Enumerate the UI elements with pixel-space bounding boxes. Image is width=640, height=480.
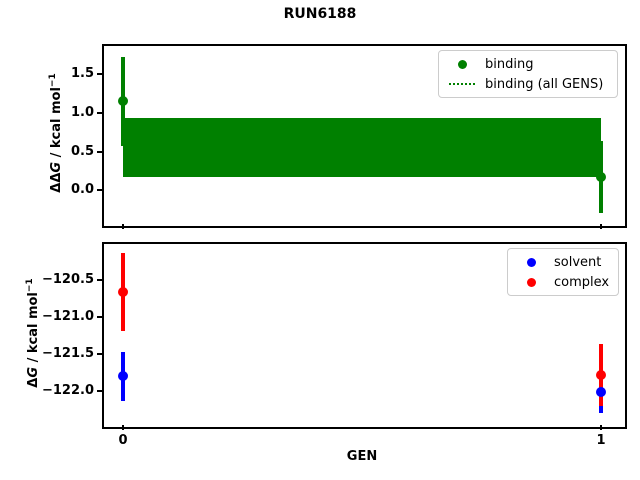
delta-symbol: Δ <box>26 377 42 388</box>
complex-point <box>118 286 128 297</box>
bottom-legend: solvent complex <box>507 248 619 296</box>
y-tick-mark <box>97 279 102 282</box>
x-tick-label: 0 <box>118 433 128 448</box>
exponent: −1 <box>24 278 35 293</box>
unit-text: / kcal mol <box>49 87 65 162</box>
solvent-point <box>596 386 606 397</box>
y-tick-mark <box>97 112 102 115</box>
delta-delta-symbol: ΔΔ <box>49 172 65 193</box>
x-axis-label: GEN <box>346 449 378 464</box>
g-symbol: G <box>49 161 65 173</box>
legend-item-solvent: solvent <box>516 252 610 272</box>
y-tick-label: −121.5 <box>41 345 94 361</box>
legend-item-binding-all-gens: binding (all GENS) <box>447 74 609 94</box>
x-tick-mark <box>122 224 124 229</box>
legend-label: binding (all GENS) <box>485 76 604 92</box>
legend-label: binding <box>485 56 534 72</box>
x-tick-label: 1 <box>596 433 606 448</box>
legend-label: complex <box>554 274 610 290</box>
y-tick-label: −122.0 <box>41 382 94 398</box>
top-y-axis-label: ΔΔG / kcal mol−1 <box>48 73 64 192</box>
g-symbol: G <box>26 366 42 378</box>
y-tick-label: −120.5 <box>41 271 94 287</box>
figure-title: RUN6188 <box>283 6 357 22</box>
solvent-point <box>118 371 128 382</box>
complex-marker-icon <box>526 277 536 287</box>
y-tick-mark <box>97 150 102 153</box>
binding-marker-icon <box>457 59 467 69</box>
binding-point <box>118 96 128 107</box>
y-tick-mark <box>97 390 102 393</box>
legend-label: solvent <box>554 254 602 270</box>
y-tick-mark <box>97 189 102 192</box>
x-tick-mark <box>600 224 602 229</box>
y-tick-mark <box>97 316 102 319</box>
exponent: −1 <box>47 73 58 88</box>
x-tick-mark <box>600 425 602 430</box>
y-tick-label: 0.5 <box>70 143 94 159</box>
y-tick-mark <box>97 73 102 76</box>
binding-point <box>596 172 606 183</box>
y-tick-label: 1.0 <box>70 104 94 120</box>
y-tick-label: 1.5 <box>70 66 94 82</box>
bottom-y-axis-label: ΔG / kcal mol−1 <box>25 278 41 387</box>
dotted-line-icon <box>449 83 475 85</box>
top-legend: binding binding (all GENS) <box>438 50 618 98</box>
x-tick-mark <box>122 425 124 430</box>
legend-item-binding: binding <box>447 54 609 74</box>
solvent-marker-icon <box>526 257 536 267</box>
unit-text: / kcal mol <box>26 292 42 367</box>
y-tick-mark <box>97 353 102 356</box>
y-tick-label: 0.0 <box>70 182 94 198</box>
y-tick-label: −121.0 <box>41 308 94 324</box>
complex-point <box>596 369 606 380</box>
legend-item-complex: complex <box>516 272 610 292</box>
binding-all-gens-band <box>123 117 601 178</box>
